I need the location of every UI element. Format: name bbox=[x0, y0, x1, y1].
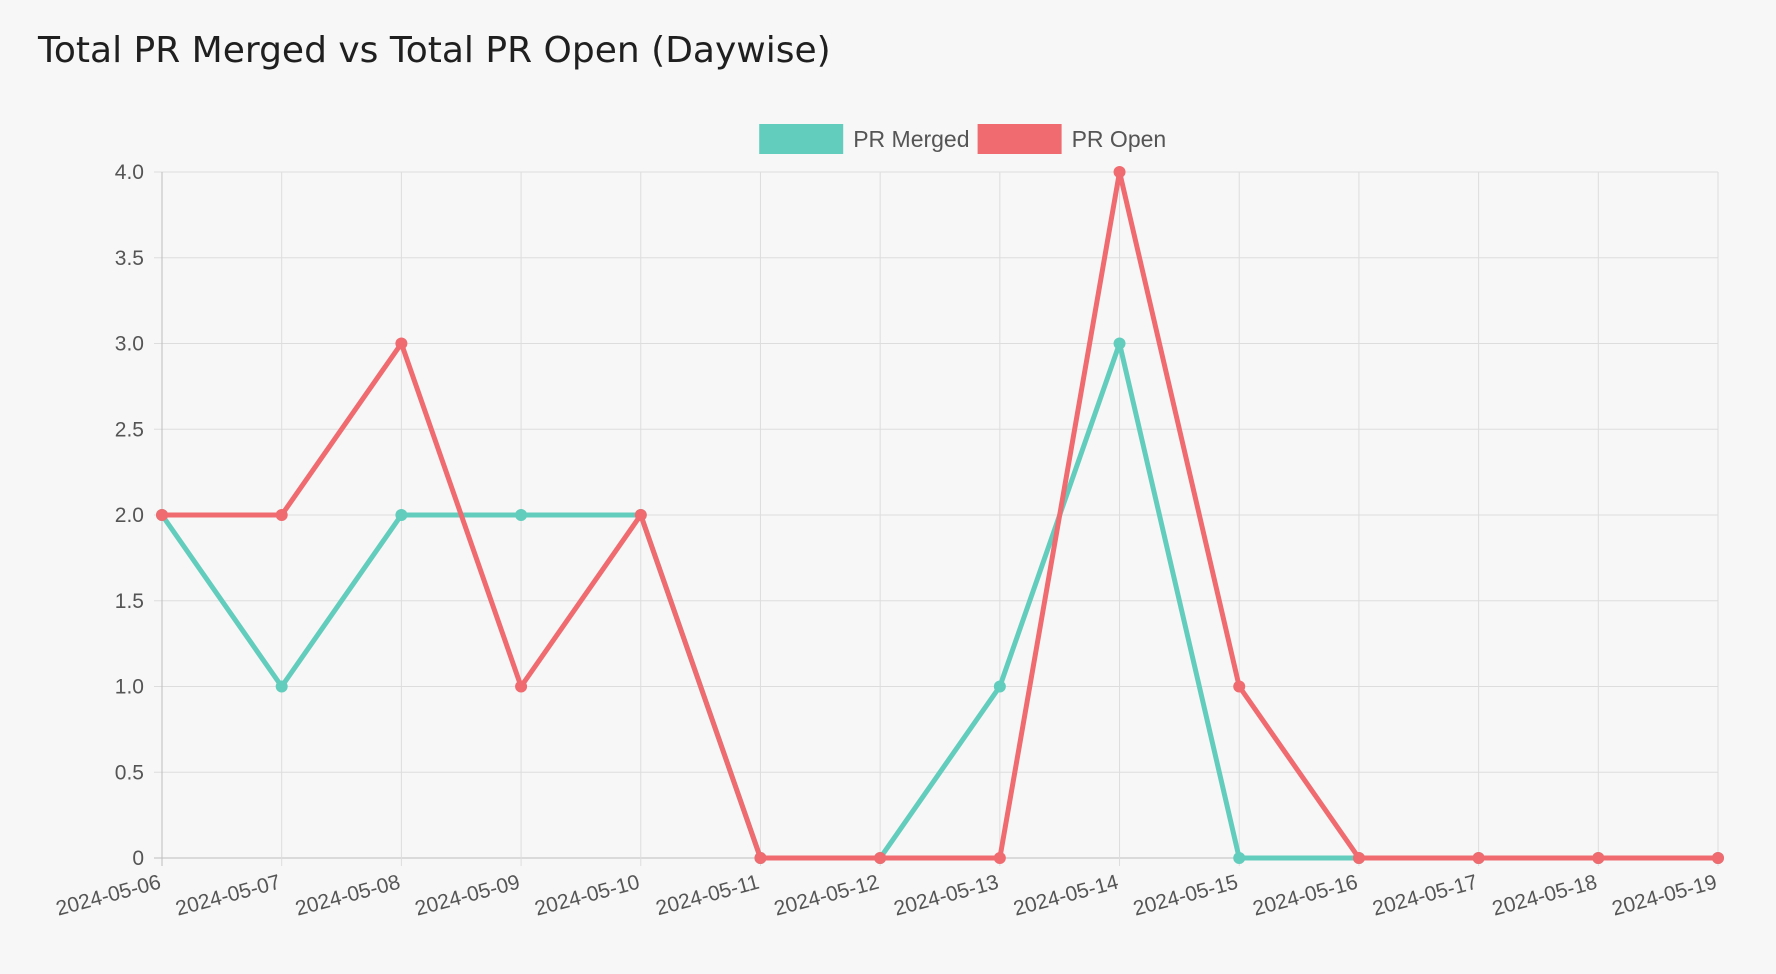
legend-item[interactable]: PR Open bbox=[977, 124, 1167, 154]
series-line bbox=[159, 169, 1721, 861]
data-point[interactable] bbox=[515, 509, 528, 521]
y-tick-label: 3.5 bbox=[115, 247, 144, 270]
data-point[interactable] bbox=[275, 680, 288, 693]
data-point[interactable] bbox=[993, 680, 1006, 693]
data-point[interactable] bbox=[395, 509, 408, 521]
y-tick-label: 0 bbox=[132, 847, 144, 870]
x-tick-label: 2024-05-17 bbox=[1370, 871, 1480, 921]
x-tick-label: 2024-05-06 bbox=[54, 871, 164, 921]
y-tick-label: 2.5 bbox=[115, 418, 144, 441]
data-point[interactable] bbox=[754, 852, 767, 864]
x-tick-label: 2024-05-11 bbox=[654, 871, 762, 921]
series bbox=[156, 166, 1724, 864]
legend-swatch bbox=[759, 124, 844, 154]
data-point[interactable] bbox=[1352, 852, 1365, 864]
legend-item[interactable]: PR Merged bbox=[759, 124, 970, 154]
legend-label: PR Open bbox=[1072, 126, 1167, 152]
legend-swatch bbox=[977, 124, 1062, 154]
x-tick-label: 2024-05-14 bbox=[1011, 871, 1121, 921]
y-tick-label: 0.5 bbox=[115, 761, 144, 784]
x-tick-label: 2024-05-09 bbox=[413, 871, 523, 921]
data-point[interactable] bbox=[1113, 166, 1126, 178]
x-tick-label: 2024-05-16 bbox=[1251, 871, 1361, 921]
y-tick-label: 2.0 bbox=[115, 504, 144, 527]
y-tick-label: 1.5 bbox=[115, 590, 144, 613]
data-point[interactable] bbox=[1233, 680, 1246, 693]
data-point[interactable] bbox=[874, 852, 887, 864]
x-tick-label: 2024-05-15 bbox=[1131, 871, 1241, 921]
y-tick-label: 1.0 bbox=[115, 676, 144, 699]
series-2 bbox=[156, 166, 1724, 864]
y-tick-label: 3.0 bbox=[115, 333, 144, 356]
x-tick-label: 2024-05-10 bbox=[532, 871, 642, 921]
data-point[interactable] bbox=[515, 680, 528, 693]
legend: PR Merged PR Open bbox=[759, 124, 1166, 154]
data-point[interactable] bbox=[993, 852, 1006, 864]
x-tick-label: 2024-05-07 bbox=[173, 871, 283, 921]
data-point[interactable] bbox=[275, 509, 288, 521]
x-tick-label: 2024-05-19 bbox=[1610, 871, 1720, 921]
x-tick-label: 2024-05-18 bbox=[1490, 871, 1600, 921]
data-point[interactable] bbox=[156, 509, 168, 521]
data-point[interactable] bbox=[634, 509, 647, 521]
x-tick-label: 2024-05-08 bbox=[293, 871, 403, 921]
x-tick-label: 2024-05-12 bbox=[772, 871, 882, 921]
data-point[interactable] bbox=[1233, 852, 1246, 864]
y-tick-label: 4.0 bbox=[115, 161, 144, 184]
x-tick-label: 2024-05-13 bbox=[891, 871, 1001, 921]
data-point[interactable] bbox=[395, 337, 408, 350]
data-point[interactable] bbox=[1472, 852, 1485, 864]
data-point[interactable] bbox=[1712, 852, 1724, 864]
legend-label: PR Merged bbox=[853, 126, 969, 152]
chart-title: Total PR Merged vs Total PR Open (Daywis… bbox=[38, 30, 831, 71]
grid bbox=[154, 171, 1719, 866]
data-point[interactable] bbox=[1592, 852, 1605, 864]
data-point[interactable] bbox=[1113, 337, 1126, 350]
